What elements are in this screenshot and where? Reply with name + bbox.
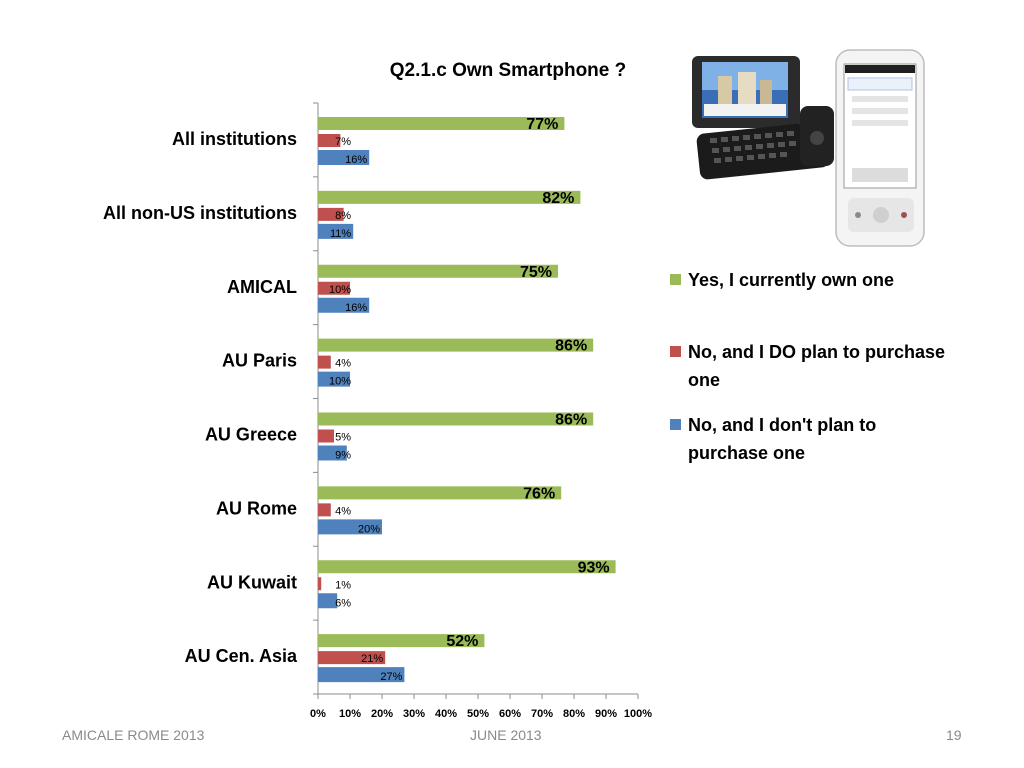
data-label: 86% bbox=[555, 412, 587, 429]
category-label: AU Cen. Asia bbox=[185, 646, 298, 666]
data-label: 16% bbox=[345, 302, 367, 314]
data-label: 8% bbox=[335, 210, 351, 222]
bar-plan bbox=[318, 207, 344, 221]
bar-no-plan bbox=[318, 223, 354, 239]
bar-no-plan bbox=[318, 371, 350, 387]
category-label: AMICAL bbox=[227, 277, 297, 297]
bar-plan bbox=[318, 281, 350, 295]
footer-event-name: AMICALE ROME 2013 bbox=[62, 727, 205, 743]
bar-plan bbox=[318, 355, 331, 369]
bar-plan bbox=[318, 577, 322, 591]
chart-title: Q2.1.c Own Smartphone ? bbox=[389, 60, 627, 81]
bar-no-plan bbox=[318, 593, 338, 609]
data-label: 10% bbox=[329, 284, 351, 296]
data-label: 10% bbox=[329, 376, 351, 388]
bar-own bbox=[318, 338, 594, 352]
x-tick-label: 30% bbox=[403, 708, 425, 720]
x-tick-label: 20% bbox=[371, 708, 393, 720]
x-tick-label: 0% bbox=[310, 708, 326, 720]
bar-own bbox=[318, 634, 485, 648]
bar-plan bbox=[318, 429, 334, 443]
bar-own bbox=[318, 117, 565, 130]
data-label: 21% bbox=[361, 653, 383, 665]
data-label: 93% bbox=[578, 559, 610, 576]
bar-plan bbox=[318, 134, 341, 147]
x-tick-label: 60% bbox=[499, 708, 521, 720]
bar-no-plan bbox=[318, 667, 405, 683]
bar-plan bbox=[318, 503, 331, 517]
data-label: 6% bbox=[335, 597, 351, 609]
legend-label: No, and I don't plan to purchase one bbox=[688, 415, 877, 463]
x-tick-label: 10% bbox=[339, 708, 361, 720]
data-label: 9% bbox=[335, 450, 351, 462]
bar-own bbox=[318, 190, 581, 204]
data-label: 4% bbox=[335, 358, 351, 370]
bar-no-plan bbox=[318, 445, 347, 461]
data-label: 77% bbox=[526, 116, 558, 133]
category-label: AU Greece bbox=[205, 425, 297, 445]
data-label: 86% bbox=[555, 338, 587, 355]
category-label: AU Rome bbox=[216, 498, 297, 518]
bar-own bbox=[318, 486, 562, 500]
bar-plan bbox=[318, 651, 386, 665]
data-label: 52% bbox=[446, 633, 478, 650]
footer-date: JUNE 2013 bbox=[470, 727, 542, 743]
white-phone-illustration bbox=[835, 49, 925, 247]
x-tick-label: 80% bbox=[563, 708, 585, 720]
category-label: AU Paris bbox=[222, 351, 297, 371]
data-label: 1% bbox=[335, 579, 351, 591]
page-number: 19 bbox=[946, 727, 962, 743]
x-tick-label: 70% bbox=[531, 708, 553, 720]
data-label: 4% bbox=[335, 505, 351, 517]
data-label: 7% bbox=[335, 136, 351, 148]
legend-label: No, and I DO plan to purchase one bbox=[688, 342, 946, 390]
x-tick-label: 50% bbox=[467, 708, 489, 720]
bar-no-plan bbox=[318, 519, 382, 535]
bar-no-plan bbox=[318, 297, 370, 313]
data-label: 82% bbox=[542, 190, 574, 207]
data-label: 75% bbox=[520, 264, 552, 281]
legend-label: Yes, I currently own one bbox=[688, 270, 895, 290]
bar-no-plan bbox=[318, 150, 370, 165]
bar-own bbox=[318, 412, 594, 426]
x-tick-label: 100% bbox=[624, 708, 652, 720]
legend-swatch-red bbox=[670, 346, 681, 357]
smartphone-image bbox=[688, 46, 928, 250]
category-label: AU Kuwait bbox=[207, 572, 297, 592]
dark-phone-illustration bbox=[692, 56, 834, 180]
data-label: 76% bbox=[523, 485, 555, 502]
data-label: 27% bbox=[380, 671, 402, 683]
data-label: 20% bbox=[358, 523, 380, 535]
x-tick-label: 90% bbox=[595, 708, 617, 720]
category-label: All non-US institutions bbox=[103, 203, 297, 223]
legend-swatch-green bbox=[670, 274, 681, 285]
data-label: 16% bbox=[345, 154, 367, 166]
category-label: All institutions bbox=[172, 129, 297, 149]
x-tick-label: 40% bbox=[435, 708, 457, 720]
bar-own bbox=[318, 560, 616, 574]
bar-own bbox=[318, 264, 558, 278]
legend-swatch-blue bbox=[670, 419, 681, 430]
data-label: 11% bbox=[330, 228, 351, 240]
data-label: 5% bbox=[335, 432, 351, 444]
